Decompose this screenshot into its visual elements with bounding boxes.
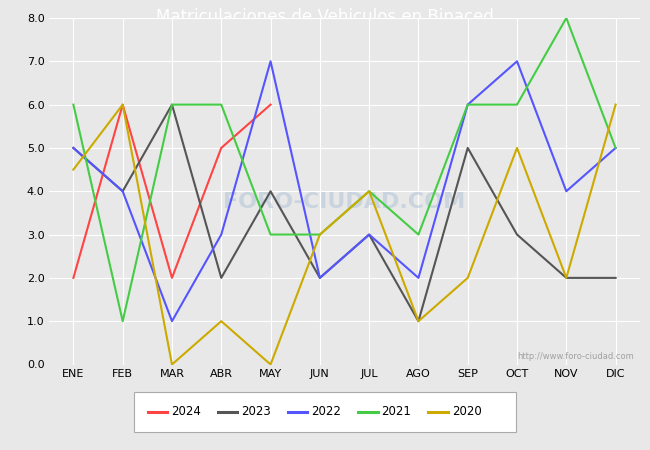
Text: 2024: 2024 <box>171 405 201 418</box>
Text: FORO-CIUDAD.COM: FORO-CIUDAD.COM <box>224 192 465 211</box>
Text: 2021: 2021 <box>382 405 411 418</box>
Text: 2022: 2022 <box>311 405 341 418</box>
Text: 2023: 2023 <box>241 405 271 418</box>
Text: http://www.foro-ciudad.com: http://www.foro-ciudad.com <box>517 352 634 361</box>
Text: 2020: 2020 <box>452 405 482 418</box>
FancyBboxPatch shape <box>134 392 516 432</box>
Text: Matriculaciones de Vehiculos en Binaced: Matriculaciones de Vehiculos en Binaced <box>156 8 494 26</box>
